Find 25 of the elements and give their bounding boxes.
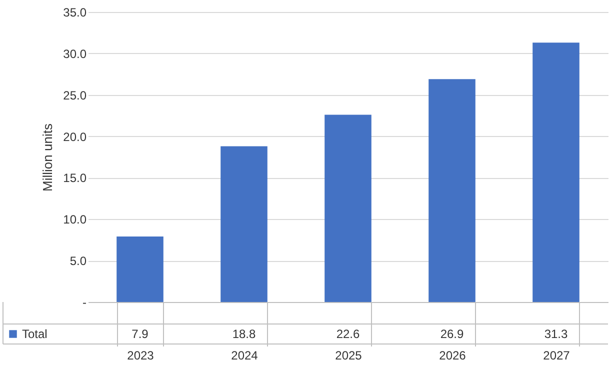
data-label: 22.6 — [336, 327, 360, 341]
y-tick-label: 10.0 — [63, 212, 87, 227]
x-tick-label: 2026 — [439, 348, 466, 362]
bar — [324, 114, 372, 302]
y-tick-label: 5.0 — [70, 254, 87, 268]
bar — [116, 236, 164, 302]
y-tick-label: 25.0 — [63, 88, 87, 102]
x-tick-label: 2023 — [127, 348, 154, 362]
bar — [532, 42, 580, 302]
data-label: 26.9 — [440, 327, 464, 341]
data-label: 7.9 — [132, 327, 149, 341]
data-label: 31.3 — [544, 327, 568, 341]
y-tick-label: 35.0 — [63, 6, 87, 20]
x-tick-label: 2025 — [335, 348, 362, 362]
legend-label: Total — [22, 327, 48, 341]
y-tick-label: 15.0 — [63, 171, 87, 186]
y-axis-title: Million units — [40, 123, 56, 192]
bar — [220, 146, 268, 302]
bar — [428, 79, 476, 302]
y-tick-label: 30.0 — [63, 46, 87, 61]
x-tick-label: 2027 — [543, 348, 570, 362]
x-tick-label: 2024 — [231, 348, 258, 362]
y-tick-label: - — [82, 296, 86, 310]
data-label: 18.8 — [232, 327, 256, 341]
y-tick-label: 20.0 — [63, 130, 87, 144]
